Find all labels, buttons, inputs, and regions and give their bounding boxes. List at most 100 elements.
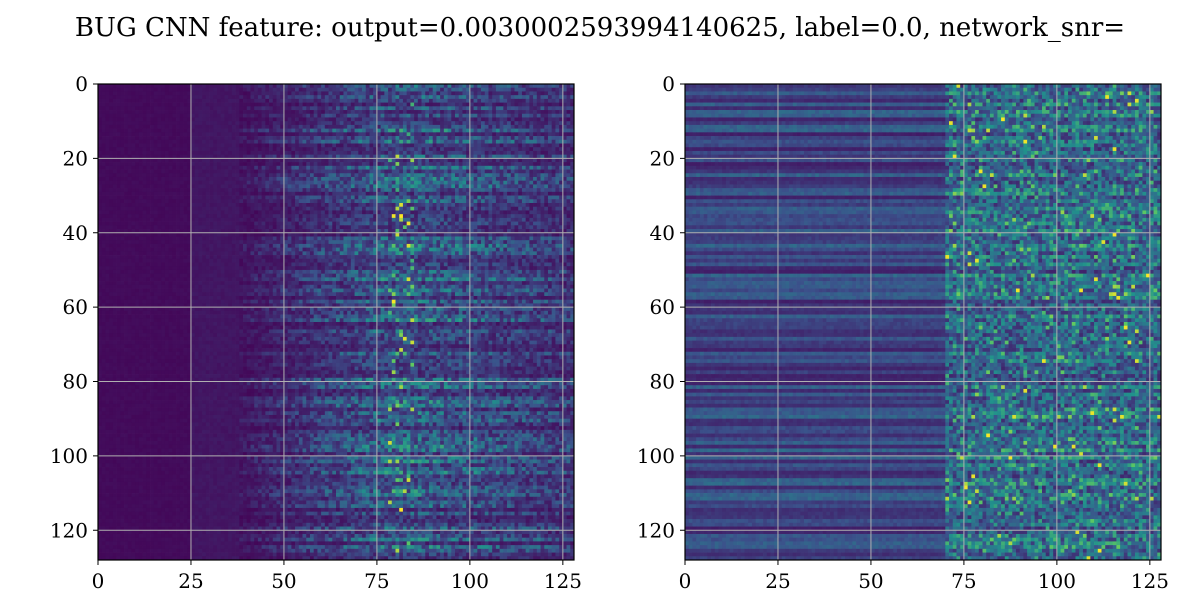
heatmap-cell [176,158,180,162]
heatmap-cell [488,181,492,185]
heatmap-cell [206,199,210,203]
heatmap-cell [250,99,254,103]
heatmap-cell [459,151,463,155]
heatmap-cell [329,210,333,214]
heatmap-cell [202,132,206,136]
heatmap-cell [425,225,429,229]
heatmap-cell [291,84,295,88]
heatmap-cell [317,188,321,192]
heatmap-cell [243,151,247,155]
heatmap-cell [288,125,292,129]
heatmap-cell [529,99,533,103]
heatmap-cell [418,214,422,218]
heatmap-cell [295,103,299,107]
heatmap-cell [481,103,485,107]
heatmap-cell [407,166,411,170]
heatmap-cell [526,91,530,95]
heatmap-cell [314,207,318,211]
heatmap-cell [358,162,362,166]
heatmap-cell [176,192,180,196]
heatmap-cell [470,203,474,207]
heatmap-cell [239,103,243,107]
heatmap-cell [184,117,188,121]
heatmap-cell [552,166,556,170]
heatmap-cell [537,199,541,203]
heatmap-cell [131,125,135,129]
heatmap-cell [552,136,556,140]
heatmap-cell [485,177,489,181]
heatmap-cell [384,103,388,107]
heatmap-cell [548,207,552,211]
heatmap-cell [120,199,124,203]
heatmap-cell [407,151,411,155]
heatmap-cell [254,136,258,140]
heatmap-cell [213,188,217,192]
heatmap-cell [403,210,407,214]
heatmap-cell [124,199,128,203]
heatmap-cell [470,218,474,222]
heatmap-cell [503,196,507,200]
heatmap-cell [455,88,459,92]
heatmap-cell [184,132,188,136]
heatmap-cell [392,214,396,218]
heatmap-cell [269,151,273,155]
heatmap-cell [399,114,403,118]
heatmap-cell [198,196,202,200]
heatmap-cell [102,222,106,226]
heatmap-cell [172,125,176,129]
heatmap-cell [503,214,507,218]
heatmap-cell [195,144,199,148]
heatmap-cell [250,166,254,170]
heatmap-cell [117,117,121,121]
heatmap-cell [98,162,102,166]
heatmap-cell [392,181,396,185]
heatmap-cell [262,106,266,110]
heatmap-cell [239,136,243,140]
heatmap-cell [343,110,347,114]
heatmap-cell [522,214,526,218]
heatmap-cell [329,214,333,218]
heatmap-cell [150,184,154,188]
heatmap-cell [422,147,426,151]
heatmap-cell [444,196,448,200]
heatmap-cell [169,192,173,196]
heatmap-cell [533,210,537,214]
heatmap-cell [444,158,448,162]
heatmap-cell [448,218,452,222]
heatmap-cell [425,121,429,125]
heatmap-cell [232,132,236,136]
heatmap-cell [158,218,162,222]
heatmap-cell [105,225,109,229]
heatmap-cell [503,147,507,151]
heatmap-cell [440,188,444,192]
heatmap-cell [392,117,396,121]
heatmap-cell [228,207,232,211]
heatmap-cell [184,173,188,177]
heatmap-cell [455,214,459,218]
heatmap-cell [444,88,448,92]
heatmap-cell [299,218,303,222]
heatmap-cell [392,210,396,214]
heatmap-cell [269,103,273,107]
heatmap-cell [321,166,325,170]
heatmap-cell [154,106,158,110]
heatmap-cell [247,203,251,207]
heatmap-cell [169,147,173,151]
heatmap-cell [470,210,474,214]
heatmap-cell [224,173,228,177]
heatmap-cell [284,136,288,140]
heatmap-cell [120,147,124,151]
heatmap-cell [161,117,165,121]
heatmap-cell [224,140,228,144]
heatmap-cell [477,144,481,148]
heatmap-cell [548,88,552,92]
heatmap-cell [161,222,165,226]
heatmap-cell [440,218,444,222]
heatmap-cell [552,162,556,166]
heatmap-cell [455,91,459,95]
heatmap-cell [522,225,526,229]
heatmap-cell [355,162,359,166]
heatmap-cell [202,222,206,226]
heatmap-cell [198,222,202,226]
